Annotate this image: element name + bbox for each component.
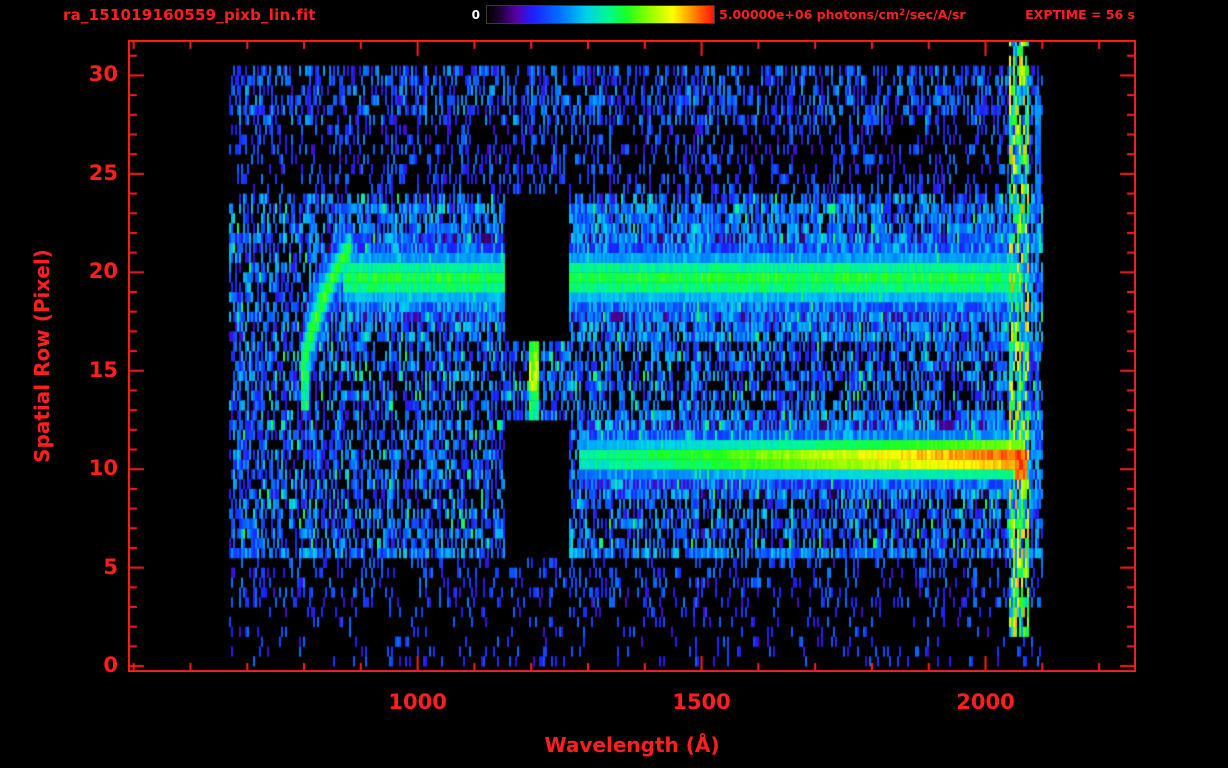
- colorbar-max-value: 5.00000e+06: [719, 7, 813, 22]
- y-tick-label: 15: [88, 357, 118, 382]
- plot-title: ra_151019160559_pixb_lin.fit: [63, 6, 316, 24]
- colorbar-units-superscript: 2: [898, 8, 906, 18]
- y-tick-label: 0: [103, 653, 118, 678]
- colorbar-min-label: 0: [471, 8, 480, 22]
- spectrum-heatmap: [128, 40, 1136, 672]
- exptime-label: EXPTIME = 56 s: [1025, 7, 1135, 22]
- x-axis-title: Wavelength (Å): [544, 733, 720, 757]
- x-tick-label: 1500: [672, 690, 731, 714]
- colorbar: [486, 5, 715, 24]
- y-tick-label: 5: [103, 554, 118, 579]
- x-tick-label: 1000: [388, 690, 447, 714]
- colorbar-max-label: 5.00000e+06 photons/cm2/sec/A/sr: [719, 7, 966, 22]
- y-tick-label: 10: [88, 456, 118, 481]
- x-tick-label: 2000: [956, 690, 1015, 714]
- y-tick-label: 30: [88, 62, 118, 87]
- colorbar-units-prefix: photons/cm: [812, 7, 899, 22]
- y-tick-label: 20: [88, 259, 118, 284]
- colorbar-units-suffix: /sec/A/sr: [905, 7, 966, 22]
- y-tick-label: 25: [88, 160, 118, 185]
